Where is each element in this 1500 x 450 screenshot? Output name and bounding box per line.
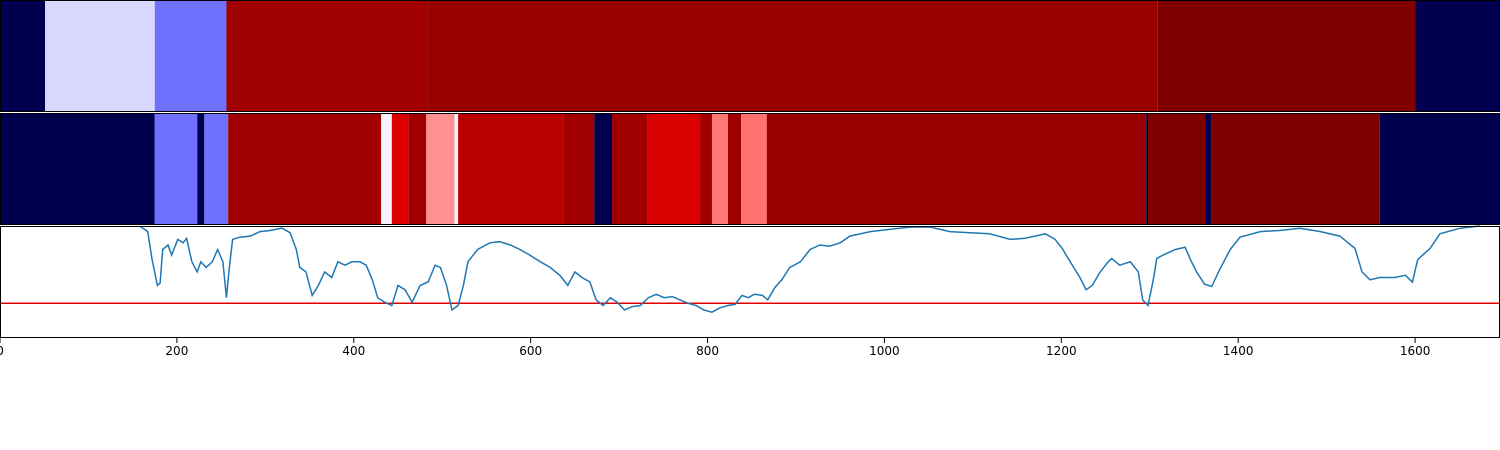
x-tick-label: 200 bbox=[165, 344, 188, 358]
strip-segment bbox=[711, 113, 728, 225]
strip-segment bbox=[154, 0, 227, 112]
strip-segment bbox=[204, 113, 229, 225]
x-tick-label: 800 bbox=[696, 344, 719, 358]
data-line bbox=[139, 225, 1480, 314]
x-tick-label: 600 bbox=[519, 344, 542, 358]
strip-segment bbox=[1211, 113, 1380, 225]
strip-segment bbox=[612, 113, 648, 225]
strip-segment bbox=[226, 0, 429, 112]
strip-segment bbox=[454, 113, 459, 225]
strip-segment bbox=[154, 113, 198, 225]
strip-segment bbox=[1147, 113, 1206, 225]
strip-segment bbox=[594, 113, 613, 225]
strip-segment bbox=[391, 113, 409, 225]
strip-segment bbox=[458, 113, 564, 225]
x-tick-label: 1200 bbox=[1046, 344, 1077, 358]
strip-segment bbox=[1379, 113, 1500, 225]
strip-segment bbox=[45, 0, 155, 112]
strip-segment bbox=[428, 0, 1158, 112]
strip-segment bbox=[381, 113, 392, 225]
strip-segment bbox=[228, 113, 382, 225]
strip-segment bbox=[197, 113, 205, 225]
x-tick-label: 1400 bbox=[1223, 344, 1254, 358]
x-tick-label: 0 bbox=[0, 344, 4, 358]
strip-segment bbox=[1415, 0, 1500, 112]
strip-segment bbox=[766, 113, 1147, 225]
strip-segment bbox=[408, 113, 427, 225]
strip-segment bbox=[1205, 113, 1212, 225]
x-tick-label: 1600 bbox=[1400, 344, 1431, 358]
strip-segment bbox=[426, 113, 455, 225]
strip-segment bbox=[1157, 0, 1416, 112]
strip-segment bbox=[741, 113, 767, 225]
strip-segment bbox=[647, 113, 701, 225]
strip-segment bbox=[1146, 113, 1148, 225]
x-tick-label: 1000 bbox=[869, 344, 900, 358]
x-tick-label: 400 bbox=[342, 344, 365, 358]
strip-segment bbox=[727, 113, 742, 225]
strip-segment bbox=[700, 113, 712, 225]
strip-segment bbox=[563, 113, 595, 225]
strip-segment bbox=[0, 113, 155, 225]
strip-segment bbox=[0, 0, 46, 112]
